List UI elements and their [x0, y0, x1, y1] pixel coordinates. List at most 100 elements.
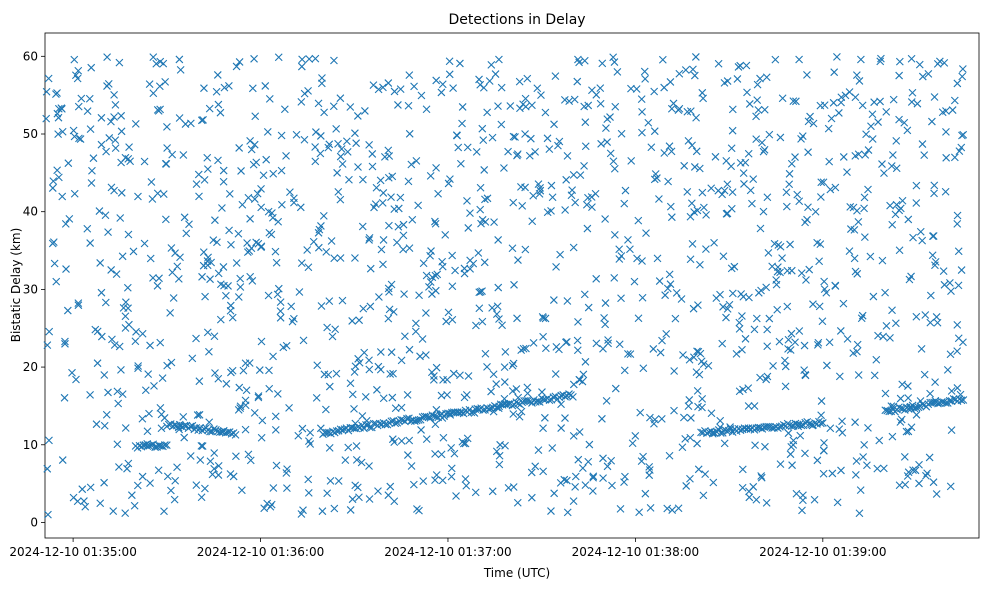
- detection-point: [735, 387, 744, 396]
- detection-point: [702, 245, 710, 253]
- detection-point: [345, 175, 353, 184]
- detection-point: [161, 215, 170, 224]
- detection-point: [236, 404, 245, 412]
- detection-point: [864, 146, 873, 154]
- detection-point: [592, 90, 601, 99]
- detection-point: [115, 463, 123, 471]
- detection-point: [487, 387, 495, 396]
- detection-point: [471, 488, 480, 497]
- detection-point: [268, 209, 276, 217]
- detection-point: [492, 447, 501, 456]
- detection-point: [124, 459, 133, 468]
- detection-point: [180, 213, 189, 222]
- detection-point: [694, 465, 703, 474]
- detection-point: [776, 460, 785, 469]
- detection-point: [512, 385, 521, 393]
- detection-point: [686, 433, 695, 442]
- x-tick-label: 2024-12-10 01:38:00: [572, 545, 699, 559]
- detection-point: [110, 341, 119, 349]
- detection-point: [397, 356, 406, 365]
- detection-point: [100, 421, 109, 430]
- detection-point: [192, 180, 201, 189]
- detection-point: [437, 450, 446, 459]
- detection-point: [117, 188, 126, 197]
- detection-point: [74, 301, 83, 310]
- detection-point: [763, 372, 772, 381]
- detection-point: [638, 293, 647, 302]
- detection-point: [237, 486, 246, 495]
- detection-point: [940, 280, 949, 289]
- detection-point: [601, 215, 610, 223]
- detection-point: [257, 433, 266, 442]
- detection-point: [336, 195, 345, 204]
- detection-point: [58, 456, 67, 464]
- detection-point: [950, 153, 959, 162]
- track-point: [565, 390, 573, 398]
- detection-point: [422, 271, 431, 280]
- detection-point: [620, 366, 629, 375]
- detection-point: [854, 150, 863, 159]
- detection-point: [646, 413, 654, 422]
- detection-point: [957, 266, 966, 274]
- detection-point: [762, 498, 771, 507]
- detection-point: [880, 169, 888, 178]
- detection-point: [246, 456, 255, 465]
- detection-point: [704, 361, 713, 370]
- detection-point: [456, 59, 464, 68]
- detection-point: [798, 132, 807, 141]
- detection-point: [563, 152, 572, 160]
- detection-point: [417, 91, 426, 100]
- detection-point: [698, 403, 706, 412]
- detection-point: [485, 77, 494, 85]
- detection-point: [494, 236, 503, 244]
- detection-point: [528, 101, 536, 110]
- detection-point: [124, 230, 133, 239]
- detection-point: [688, 141, 696, 150]
- detection-point: [167, 358, 176, 367]
- detection-point: [446, 175, 454, 184]
- detection-point: [727, 264, 736, 273]
- detection-point: [858, 101, 867, 110]
- detection-point: [908, 88, 917, 97]
- detection-point: [138, 329, 147, 338]
- detection-point: [220, 83, 229, 92]
- detection-point: [495, 55, 503, 64]
- detection-point: [573, 346, 582, 355]
- detection-point: [580, 162, 588, 170]
- detection-point: [391, 404, 400, 413]
- track-point: [945, 396, 954, 405]
- detection-point: [653, 254, 662, 263]
- detection-point: [297, 510, 306, 518]
- detection-point: [390, 205, 399, 213]
- detection-point: [804, 203, 812, 212]
- detection-point: [745, 293, 753, 302]
- detection-point: [801, 449, 809, 458]
- detection-point: [868, 135, 877, 143]
- detection-point: [463, 196, 471, 205]
- detection-point: [461, 475, 470, 483]
- detection-point: [312, 393, 321, 402]
- detection-point: [422, 105, 431, 114]
- detection-point: [283, 484, 291, 493]
- detection-point: [498, 321, 506, 330]
- detection-point: [837, 98, 845, 107]
- detection-point: [887, 162, 896, 170]
- detection-point: [318, 507, 327, 516]
- detection-point: [325, 140, 334, 149]
- detection-point: [613, 67, 622, 76]
- detection-point: [437, 391, 446, 400]
- detection-point: [783, 302, 792, 311]
- detection-point: [551, 370, 560, 378]
- detection-point: [232, 62, 241, 71]
- detection-point: [156, 105, 165, 114]
- detection-point: [943, 365, 952, 374]
- detection-point: [753, 80, 762, 89]
- detection-point: [386, 482, 395, 491]
- detection-point: [404, 101, 413, 110]
- detection-point: [234, 229, 243, 238]
- detection-point: [587, 193, 596, 201]
- detection-point: [697, 357, 706, 366]
- detection-point: [365, 495, 374, 503]
- detection-point: [513, 314, 521, 323]
- detection-point: [860, 204, 868, 213]
